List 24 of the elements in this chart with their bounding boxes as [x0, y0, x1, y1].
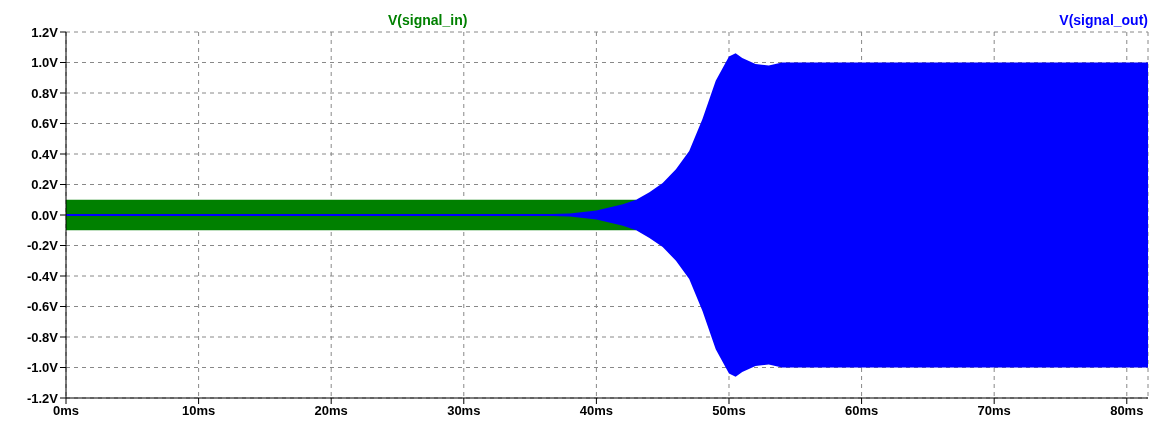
y-tick-label: 1.0V	[31, 55, 59, 71]
y-tick-label: -0.2V	[26, 238, 59, 254]
x-tick-label: 10ms	[181, 403, 216, 419]
y-tick-label: -0.6V	[26, 299, 59, 315]
y-tick-label: -0.4V	[26, 268, 59, 284]
x-tick-label: 30ms	[447, 403, 481, 419]
x-tick-label: 50ms	[712, 403, 746, 419]
y-tick-label: 0.2V	[31, 177, 59, 193]
x-tick-label: 60ms	[844, 403, 879, 419]
x-tick-label: 20ms	[314, 403, 348, 419]
x-tick-label: 0ms	[52, 403, 80, 419]
y-tick-label: 0.0V	[31, 207, 59, 223]
y-tick-label: 0.4V	[31, 146, 59, 162]
y-tick-label: -1.0V	[26, 360, 59, 376]
x-tick-label: 80ms	[1110, 403, 1144, 419]
y-tick-label: 0.6V	[31, 116, 59, 132]
x-tick-label: 40ms	[579, 403, 614, 419]
y-tick-label: -1.2V	[26, 390, 59, 406]
x-tick-label: 70ms	[977, 403, 1011, 419]
legend-label: V(signal_in)	[388, 12, 468, 28]
y-tick-label: -0.8V	[26, 329, 59, 345]
text: V(signal_out)	[1059, 12, 1148, 28]
y-tick-label: 0.8V	[31, 85, 59, 101]
y-tick-label: 1.2V	[31, 24, 59, 40]
